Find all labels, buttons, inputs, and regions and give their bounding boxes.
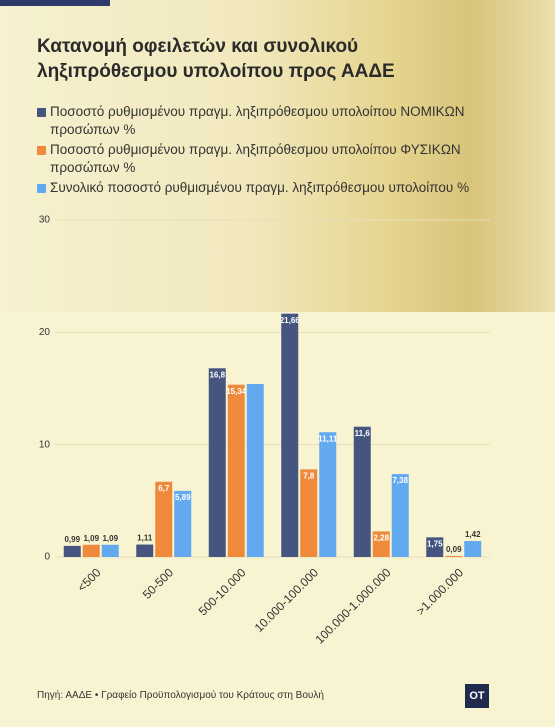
bar: [246, 384, 264, 557]
x-tick-label: 50-500: [140, 565, 177, 602]
bar: [372, 531, 390, 557]
source: Πηγή: ΑΑΔΕ • Γραφείο Προϋπολογισμού του …: [37, 690, 324, 701]
y-tick-label: 20: [39, 327, 51, 338]
value-label: 11,6: [355, 429, 371, 438]
bar: [300, 469, 318, 557]
value-label: 15,34: [226, 387, 247, 396]
header-image: [0, 0, 555, 312]
value-label: 6,7: [158, 484, 170, 493]
bar: [464, 541, 482, 557]
value-label: 1,09: [102, 534, 118, 543]
x-tick-label: 10.000-100.000: [252, 565, 322, 635]
value-label: 1,75: [427, 539, 443, 548]
bar: [136, 544, 154, 557]
legend-swatch: [37, 146, 46, 155]
value-label: 0,99: [64, 535, 80, 544]
logo: OT: [465, 684, 489, 708]
x-tick-label: >1.000.000: [414, 565, 467, 618]
bar: [426, 537, 444, 557]
legend-item: Ποσοστό ρυθμισμένου πραγμ. ληξιπρόθεσμου…: [37, 103, 507, 139]
value-label: 7,8: [303, 471, 315, 480]
value-label: 0,09: [446, 545, 462, 554]
value-label: 5,89: [175, 493, 191, 502]
value-label: 11,11: [318, 434, 338, 443]
y-tick-label: 10: [39, 439, 51, 450]
bar: [101, 544, 119, 557]
bar: [155, 481, 173, 557]
bar: [63, 545, 81, 557]
bar: [319, 432, 337, 557]
x-tick-label: 500-10.000: [196, 565, 249, 618]
value-label: 1,42: [465, 530, 481, 539]
value-label: 2,28: [373, 533, 389, 542]
bar: [208, 368, 226, 557]
y-tick-label: 0: [44, 552, 50, 563]
bar: [445, 555, 463, 557]
value-label: 16,8: [209, 370, 225, 379]
bar: [174, 490, 192, 557]
legend: Ποσοστό ρυθμισμένου πραγμ. ληξιπρόθεσμου…: [37, 103, 507, 199]
legend-item: Ποσοστό ρυθμισμένου πραγμ. ληξιπρόθεσμου…: [37, 141, 507, 177]
legend-item: Συνολικό ποσοστό ρυθμισμένου πραγμ. ληξι…: [37, 179, 507, 197]
legend-label: Ποσοστό ρυθμισμένου πραγμ. ληξιπρόθεσμου…: [50, 104, 465, 137]
legend-swatch: [37, 108, 46, 117]
chart-title: Κατανομή οφειλετών και συνολικού ληξιπρό…: [37, 36, 395, 82]
bar: [353, 426, 371, 557]
value-label: 1,09: [83, 534, 99, 543]
legend-label: Συνολικό ποσοστό ρυθμισμένου πραγμ. ληξι…: [50, 180, 470, 195]
x-tick-label: 100.000-1.000.000: [312, 565, 393, 646]
bar: [82, 544, 100, 557]
value-label: 21,66: [280, 316, 301, 325]
x-tick-label: <500: [75, 565, 104, 594]
value-label: 1,11: [137, 534, 153, 543]
top-bar: [0, 0, 110, 6]
legend-swatch: [37, 184, 46, 193]
bar: [281, 313, 299, 557]
bar: [391, 474, 409, 557]
value-label: 7,38: [392, 476, 408, 485]
bar: [227, 384, 245, 557]
legend-label: Ποσοστό ρυθμισμένου πραγμ. ληξιπρόθεσμου…: [50, 142, 461, 175]
y-tick-label: 30: [39, 215, 51, 226]
